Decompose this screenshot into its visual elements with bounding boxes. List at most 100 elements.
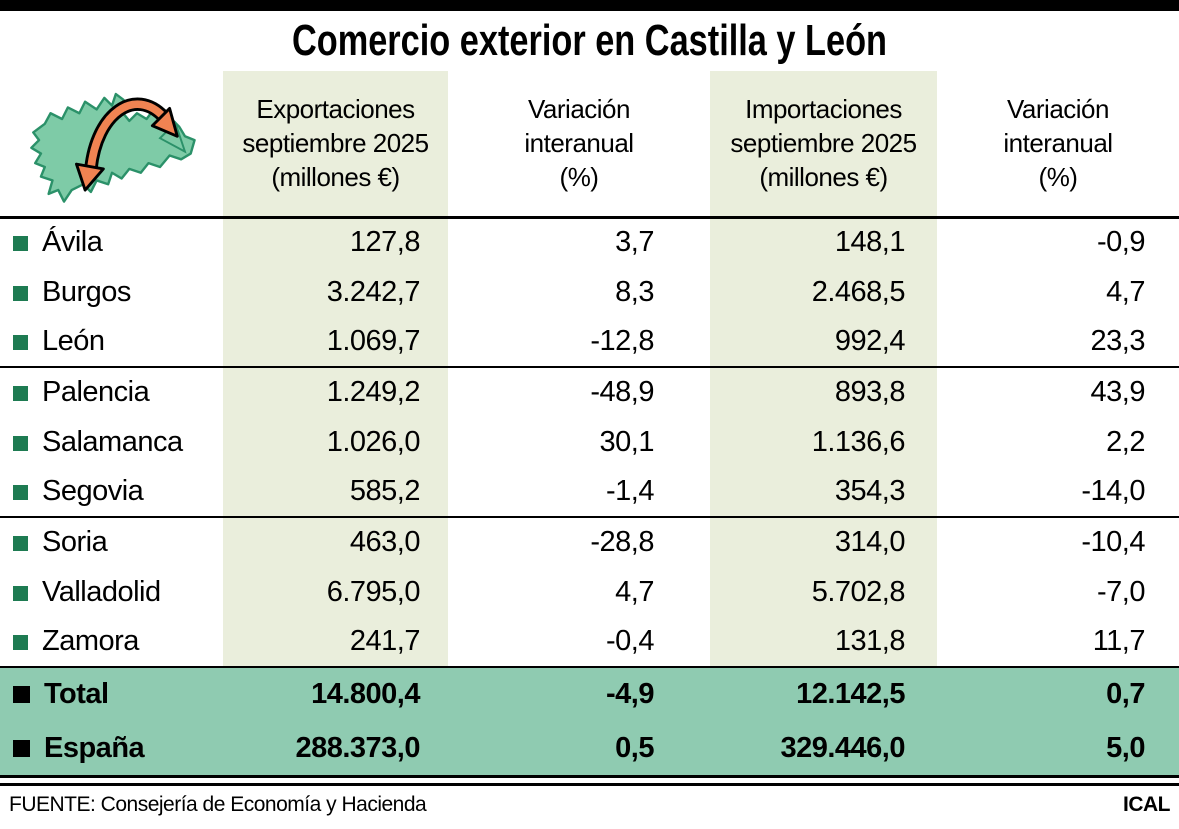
- import-export-arrows-icon: [86, 100, 167, 170]
- imports-value: 329.446,0: [710, 721, 937, 775]
- header-line: (millones €): [271, 162, 400, 193]
- province-name-cell: Segovia: [0, 467, 223, 517]
- exports-variation: 3,7: [615, 226, 654, 259]
- province-name-cell: Burgos: [0, 267, 223, 317]
- row-bullet-icon: [13, 386, 28, 401]
- imports-value: 893,8: [710, 366, 937, 417]
- source-text: FUENTE: Consejería de Economía y Haciend…: [9, 793, 427, 816]
- exports-variation: 8,3: [615, 275, 654, 308]
- province-name: Ávila: [42, 226, 103, 259]
- table-row: Palencia 1.249,2 -48,9 893,8 43,9: [0, 366, 1179, 417]
- imports-value: 2.468,5: [710, 267, 937, 317]
- row-bullet-icon: [13, 536, 28, 551]
- header-line: (%): [559, 162, 599, 193]
- province-name-cell: Zamora: [0, 617, 223, 667]
- total-name-cell: Total: [0, 666, 223, 721]
- row-bullet-icon: [13, 435, 28, 451]
- row-bullet-icon: [13, 335, 28, 350]
- exports-variation: 0,5: [448, 721, 710, 775]
- exports-variation: 30,1: [599, 425, 655, 458]
- imports-variation: 0,7: [937, 666, 1179, 721]
- header-line: interanual: [524, 128, 634, 159]
- exports-variation: -48,9: [448, 366, 710, 417]
- exports-value: 14.800,4: [223, 666, 448, 721]
- row-bullet-icon: [13, 585, 28, 601]
- province-name: Zamora: [42, 625, 139, 657]
- province-rows: Ávila 127,8 3,7 148,1 -0,9 Burgos 3.242,…: [0, 217, 1179, 667]
- row-bullet-icon: [13, 739, 30, 757]
- exports-value: 585,2: [223, 467, 448, 517]
- exports-value: 241,7: [223, 617, 448, 667]
- imports-value: 992,4: [710, 317, 937, 367]
- exports-variation: -0,4: [606, 625, 654, 657]
- row-bullet-icon: [13, 236, 28, 252]
- province-name: Soria: [42, 526, 108, 558]
- imports-variation: 23,3: [1090, 325, 1146, 357]
- imports-variation: -10,4: [937, 516, 1179, 567]
- exports-variation: -1,4: [606, 475, 654, 507]
- header-line: interanual: [1003, 128, 1113, 159]
- top-rule-bar: [0, 0, 1179, 11]
- table-row: Soria 463,0 -28,8 314,0 -10,4: [0, 516, 1179, 567]
- imports-variation: 11,7: [1092, 625, 1146, 657]
- exports-value: 1.249,2: [223, 366, 448, 417]
- exports-variation: 4,7: [615, 575, 654, 608]
- region-map-cell: [0, 71, 223, 219]
- table-row: León 1.069,7 -12,8 992,4 23,3: [0, 317, 1179, 367]
- province-name: Segovia: [42, 475, 144, 507]
- header-line: Variación: [528, 93, 630, 124]
- table-row: Segovia 585,2 -1,4 354,3 -14,0: [0, 467, 1179, 517]
- province-name-cell: Palencia: [0, 366, 223, 417]
- table-row: Ávila 127,8 3,7 148,1 -0,9: [0, 217, 1179, 267]
- exports-variation: -4,9: [448, 666, 710, 721]
- totals-rows: Total 14.800,4 -4,9 12.142,5 0,7 España …: [0, 666, 1179, 775]
- imports-value: 5.702,8: [710, 567, 937, 617]
- page-title: Comercio exterior en Castilla y León: [291, 16, 888, 65]
- province-name-cell: Ávila: [0, 217, 223, 267]
- credit-text: ICAL: [1123, 793, 1171, 816]
- row-bullet-icon: [13, 285, 28, 301]
- header-line: septiembre 2025: [242, 128, 429, 159]
- imports-variation: 4,7: [1106, 275, 1145, 308]
- exports-value: 1.026,0: [223, 417, 448, 467]
- imports-variation: -0,9: [1097, 226, 1145, 259]
- imports-variation: -14,0: [1081, 475, 1145, 507]
- row-bullet-icon: [13, 686, 30, 703]
- total-name-cell: España: [0, 721, 223, 775]
- exports-variation: -12,8: [590, 325, 654, 357]
- imports-value: 131,8: [710, 617, 937, 667]
- header-line: Importaciones: [745, 93, 902, 124]
- province-name-cell: Salamanca: [0, 417, 223, 467]
- arrowhead-left: [74, 162, 105, 192]
- imports-variation: 5,0: [937, 721, 1179, 775]
- imports-value: 354,3: [710, 467, 937, 517]
- exports-value: 463,0: [223, 516, 448, 567]
- arrowhead-right: [150, 107, 179, 138]
- exports-value: 288.373,0: [223, 721, 448, 775]
- footer: FUENTE: Consejería de Economía y Haciend…: [0, 786, 1179, 817]
- bottom-double-rule: [0, 775, 1179, 786]
- imports-variation: -7,0: [1097, 575, 1145, 608]
- header-line: septiembre 2025: [730, 128, 917, 159]
- province-name: León: [42, 325, 105, 357]
- province-name-cell: Soria: [0, 516, 223, 567]
- header-line: Variación: [1007, 93, 1109, 124]
- imports-value: 148,1: [710, 217, 937, 267]
- total-row: Total 14.800,4 -4,9 12.142,5 0,7: [0, 666, 1179, 721]
- imports-value: 1.136,6: [710, 417, 937, 467]
- exports-value: 127,8: [223, 217, 448, 267]
- total-name: Total: [44, 678, 109, 710]
- total-name: España: [44, 731, 145, 764]
- table-row: Burgos 3.242,7 8,3 2.468,5 4,7: [0, 267, 1179, 317]
- header-line: (millones €): [759, 162, 888, 193]
- row-bullet-icon: [13, 485, 28, 500]
- province-name-cell: León: [0, 317, 223, 367]
- imports-value: 314,0: [710, 516, 937, 567]
- header-line: (%): [1038, 162, 1078, 193]
- col-header-variacion-importaciones: Variación interanual (%): [937, 71, 1179, 219]
- table-header: Exportaciones septiembre 2025 (millones …: [0, 71, 1179, 219]
- exports-value: 6.795,0: [223, 567, 448, 617]
- table-row: Valladolid 6.795,0 4,7 5.702,8 -7,0: [0, 567, 1179, 617]
- castilla-y-leon-map-icon: [29, 93, 196, 204]
- header-row: Exportaciones septiembre 2025 (millones …: [0, 71, 1179, 219]
